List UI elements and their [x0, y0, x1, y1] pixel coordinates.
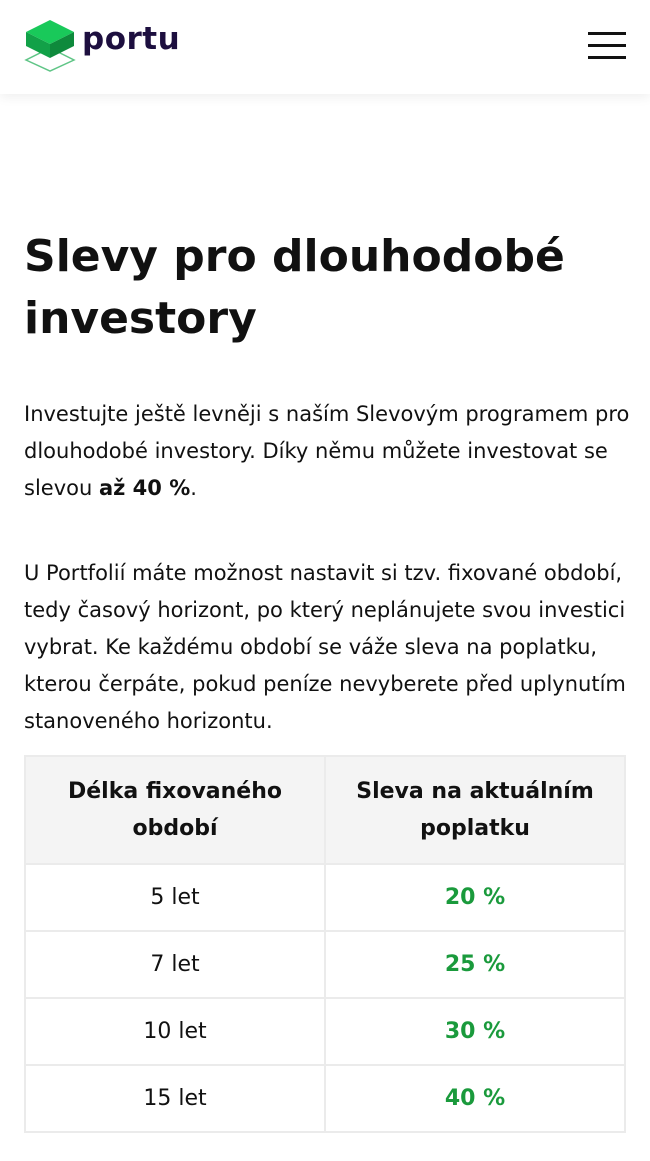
site-header: portu: [0, 0, 650, 94]
table-row: 15 let 40 %: [24, 1064, 626, 1133]
discount-cell: 40 %: [324, 1064, 626, 1133]
table-row: 10 let 30 %: [24, 997, 626, 1066]
table-row: 5 let 20 %: [24, 863, 626, 932]
period-cell: 5 let: [24, 863, 326, 932]
period-cell: 7 let: [24, 930, 326, 999]
page-title: Slevy pro dlouhodobé investory: [24, 231, 565, 344]
column-header-discount: Sleva na aktuálním poplatku: [324, 755, 626, 865]
column-header-period: Délka fixovaného období: [24, 755, 326, 865]
hamburger-menu-icon[interactable]: [588, 32, 626, 60]
period-cell: 10 let: [24, 997, 326, 1066]
discount-cell: 25 %: [324, 930, 626, 999]
period-cell: 15 let: [24, 1064, 326, 1133]
logo-text: portu: [82, 21, 181, 57]
table-header-row: Délka fixovaného období Sleva na aktuáln…: [24, 755, 626, 865]
portu-logo[interactable]: portu: [24, 18, 180, 72]
fixed-period-paragraph: U Portfolií máte možnost nastavit si tzv…: [24, 561, 626, 733]
discount-cell: 20 %: [324, 863, 626, 932]
discount-cell: 30 %: [324, 997, 626, 1066]
intro-paragraph: Investujte ještě levněji s naším Slevový…: [24, 402, 630, 500]
discount-table: Délka fixovaného období Sleva na aktuáln…: [24, 755, 626, 1133]
green-cube-icon: [24, 20, 76, 72]
table-row: 7 let 25 %: [24, 930, 626, 999]
